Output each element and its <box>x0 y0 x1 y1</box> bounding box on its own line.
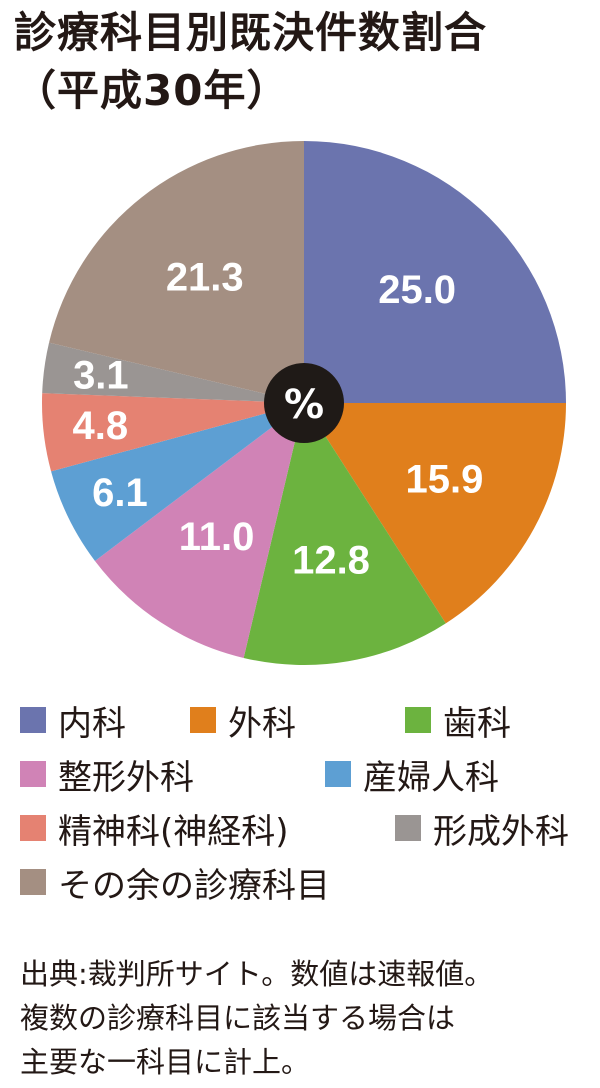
slice-value-label: 25.0 <box>378 268 456 312</box>
legend-swatch <box>405 707 431 733</box>
legend-label: 内科 <box>58 703 126 744</box>
unit-label: % <box>284 382 324 428</box>
source-note: 出典:裁判所サイト。数値は速報値。 複数の診療科目に該当する場合は 主要な一科目… <box>20 952 590 1084</box>
legend-item-keiseigeka: 形成外科 <box>395 801 569 855</box>
legend-swatch <box>20 761 46 787</box>
legend-swatch <box>20 815 46 841</box>
slice-value-label: 3.1 <box>73 353 129 397</box>
pie-slice <box>42 342 304 403</box>
legend-item-geka: 外科 <box>190 693 405 747</box>
legend-swatch <box>190 707 216 733</box>
legend-item-seishinka: 精神科(神経科) <box>20 801 395 855</box>
slice-value-label: 21.3 <box>166 256 244 300</box>
slice-value-label: 11.0 <box>179 515 255 559</box>
legend-label: 外科 <box>228 703 296 744</box>
legend-item-shika: 歯科 <box>405 693 511 747</box>
slice-value-label: 12.8 <box>292 539 370 583</box>
legend-label: 歯科 <box>443 703 511 744</box>
legend-swatch <box>325 761 351 787</box>
source-line1: 出典:裁判所サイト。数値は速報値。 <box>20 957 494 991</box>
slice-value-label: 6.1 <box>92 471 148 515</box>
pie-slice <box>41 393 304 472</box>
pie-slice <box>49 141 305 403</box>
unit-badge <box>264 363 344 443</box>
legend-item-sonota: その余の診療科目 <box>20 855 595 909</box>
pie-slice <box>51 403 305 561</box>
legend-label: 精神科(神経科) <box>58 811 289 852</box>
legend-swatch <box>395 815 421 841</box>
legend-label: 産婦人科 <box>363 757 499 798</box>
legend-swatch <box>20 869 46 895</box>
chart-title-line2: （平成30年） <box>14 66 290 115</box>
legend-item-naika: 内科 <box>20 693 190 747</box>
pie-slice <box>243 403 446 665</box>
pie-slice <box>304 141 566 403</box>
legend-swatch <box>20 707 46 733</box>
pie-slice <box>304 403 566 624</box>
legend-item-sanfujinka: 産婦人科 <box>325 747 499 801</box>
source-line2: 複数の診療科目に該当する場合は <box>20 1001 456 1035</box>
pie-slice <box>94 403 304 658</box>
legend-label: 形成外科 <box>433 811 569 852</box>
legend: 内科 外科 歯科 整形外科 産婦人科 精神科(神経科) 形成外科 その余の診療科… <box>20 693 595 909</box>
slice-value-label: 15.9 <box>406 458 484 502</box>
legend-label: 整形外科 <box>58 757 194 798</box>
legend-label: その余の診療科目 <box>58 865 330 906</box>
slice-value-label: 4.8 <box>73 404 129 448</box>
pie-chart: 25.0 15.9 12.8 11.0 6.1 4.8 3.1 21.3% <box>41 141 566 665</box>
source-line3: 主要な一科目に計上。 <box>20 1045 311 1079</box>
chart-title: 診療科目別既決件数割合 （平成30年） <box>14 4 594 120</box>
chart-title-line1: 診療科目別既決件数割合 <box>14 8 488 57</box>
legend-item-seikeigeka: 整形外科 <box>20 747 325 801</box>
